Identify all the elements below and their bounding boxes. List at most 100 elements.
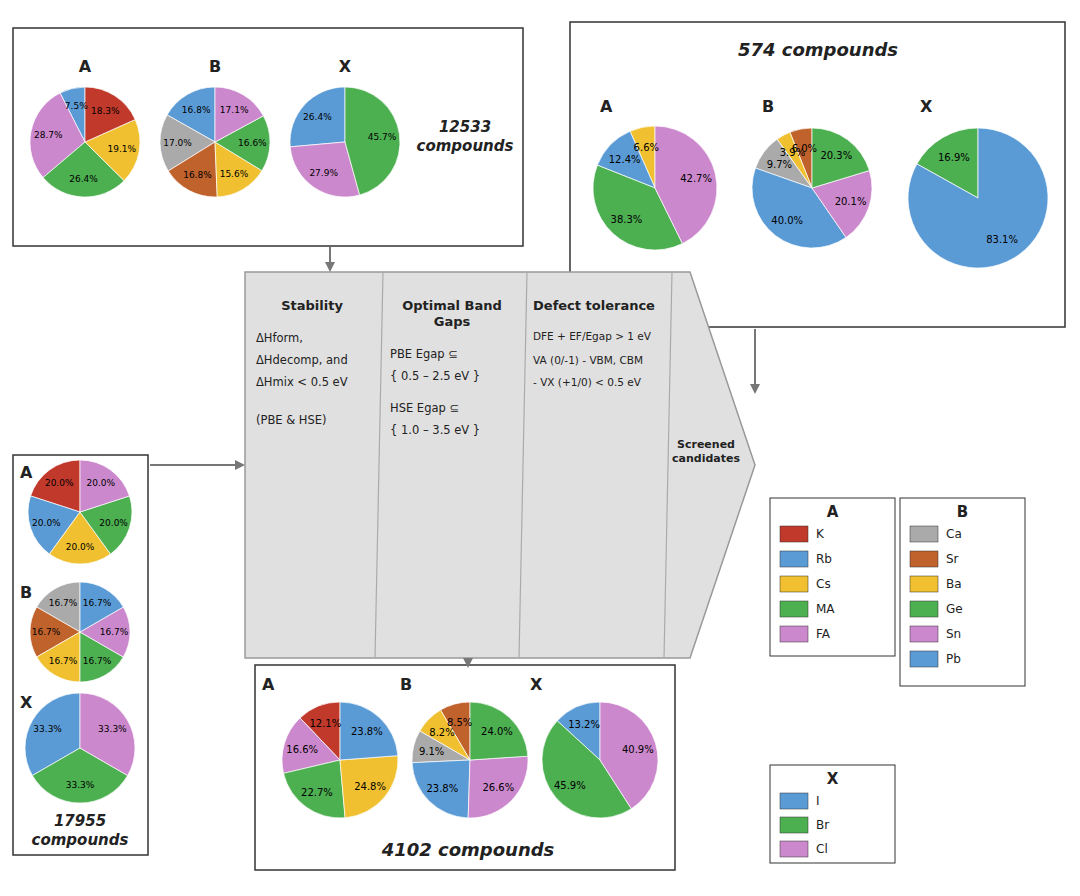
- pie: [542, 702, 658, 818]
- text-line: 13.2%: [568, 718, 600, 729]
- pie-label: X: [920, 97, 933, 116]
- pie: [593, 126, 717, 250]
- pie-slice: [340, 702, 398, 760]
- data-label: 12.4%: [609, 153, 641, 164]
- text-line: K: [816, 527, 825, 541]
- annotation: VA (0/-1) - VBM, CBM: [533, 354, 643, 366]
- annotation: - VX (+1/0) < 0.5 eV: [533, 376, 642, 388]
- text-line: A: [600, 97, 613, 116]
- pie-slice: [908, 128, 1048, 268]
- data-label: 23.8%: [426, 783, 458, 794]
- data-label: 24.8%: [354, 780, 386, 791]
- text-line: X: [827, 770, 839, 788]
- text-line: 16.6%: [238, 138, 267, 148]
- text-line: Ca: [946, 527, 962, 541]
- text-line: Optimal Band: [402, 298, 502, 313]
- text-line: 38.3%: [611, 214, 643, 225]
- text-line: 16.7%: [83, 598, 112, 608]
- legend-swatch: [780, 551, 808, 567]
- pie-slice: [284, 760, 346, 818]
- text-line: 33.3%: [98, 724, 127, 734]
- text-line: A: [79, 57, 92, 76]
- funnel-divider: [375, 272, 383, 658]
- pie: [30, 582, 130, 682]
- annotation: (PBE & HSE): [256, 413, 327, 427]
- pie-slice: [340, 756, 398, 818]
- text-line: candidates: [672, 452, 740, 465]
- legend-entry: MA: [816, 602, 835, 616]
- text-line: A: [827, 503, 839, 521]
- data-label: 18.3%: [91, 106, 120, 116]
- text-line: B: [209, 57, 221, 76]
- data-label: 8.2%: [429, 727, 454, 738]
- pie-label: A: [600, 97, 613, 116]
- pie: [160, 87, 270, 197]
- data-label: 16.7%: [100, 627, 129, 637]
- data-label: 40.0%: [771, 215, 803, 226]
- data-label: 40.9%: [622, 743, 654, 754]
- text-line: 83.1%: [986, 234, 1018, 245]
- annotation: DFE + EF/Egap > 1 eV: [533, 330, 652, 342]
- funnel-divider: [664, 272, 672, 658]
- data-label: 45.9%: [554, 780, 586, 791]
- pie-slice: [37, 632, 80, 682]
- text-line: 20.0%: [32, 518, 61, 528]
- text-line: 23.8%: [351, 726, 383, 737]
- text-line: { 1.0 – 3.5 eV }: [390, 423, 480, 437]
- text-line: 20.3%: [820, 150, 852, 161]
- legend-swatch: [780, 626, 808, 642]
- data-label: 26.4%: [69, 174, 98, 184]
- text-line: 15.6%: [220, 169, 249, 179]
- text-line: 16.8%: [182, 105, 211, 115]
- pie-label: X: [339, 57, 352, 76]
- text-line: 24.0%: [481, 726, 513, 737]
- text-line: B: [762, 97, 774, 116]
- text-line: 7.5%: [65, 101, 88, 111]
- data-label: 9.1%: [419, 745, 444, 756]
- text-line: 16.7%: [49, 598, 78, 608]
- text-line: 40.9%: [622, 743, 654, 754]
- pie-slice: [812, 128, 869, 188]
- text-line: ΔHmix < 0.5 eV: [256, 375, 348, 389]
- text-line: 22.7%: [301, 786, 333, 797]
- text-line: 16.6%: [286, 743, 318, 754]
- text-line: Cl: [816, 842, 828, 856]
- legend-swatch: [780, 526, 808, 542]
- text-line: X: [20, 693, 33, 712]
- text-line: 12.1%: [309, 718, 341, 729]
- text-line: 20.0%: [99, 518, 128, 528]
- data-label: 16.7%: [83, 656, 112, 666]
- data-label: 20.3%: [820, 150, 852, 161]
- text-line: 45.7%: [368, 132, 397, 142]
- section-title: Screenedcandidates: [672, 438, 740, 465]
- flow-arrow: [754, 329, 756, 392]
- text-line: Gaps: [434, 314, 471, 329]
- text-line: Stability: [281, 298, 343, 313]
- text-line: 23.8%: [426, 783, 458, 794]
- legend-box: [900, 498, 1025, 686]
- text-line: 17955: [54, 812, 106, 830]
- pie: [25, 693, 135, 803]
- annotation: { 1.0 – 3.5 eV }: [390, 423, 480, 437]
- data-label: 19.1%: [108, 144, 137, 154]
- data-label: 16.7%: [49, 656, 78, 666]
- group-box: [13, 28, 523, 246]
- annotation: ΔHdecomp, and: [256, 353, 348, 367]
- pie-label: A: [20, 463, 33, 482]
- text-line: Sn: [946, 627, 961, 641]
- legend-entry: I: [816, 794, 820, 808]
- text-line: I: [816, 794, 820, 808]
- pie: [28, 460, 132, 564]
- text-line: 24.8%: [354, 780, 386, 791]
- text-line: MA: [816, 602, 835, 616]
- text-line: Ge: [946, 602, 963, 616]
- text-line: 40.0%: [771, 215, 803, 226]
- pie: [908, 128, 1048, 268]
- text-line: 17.1%: [220, 105, 249, 115]
- text-line: 8.2%: [429, 727, 454, 738]
- legend-swatch: [780, 793, 808, 809]
- legends: AKRbCsMAFABCaSrBaGeSnPbXIBrCl: [770, 498, 1025, 863]
- text-line: X: [530, 675, 543, 694]
- data-label: 23.8%: [351, 726, 383, 737]
- text-line: 12533: [439, 118, 491, 136]
